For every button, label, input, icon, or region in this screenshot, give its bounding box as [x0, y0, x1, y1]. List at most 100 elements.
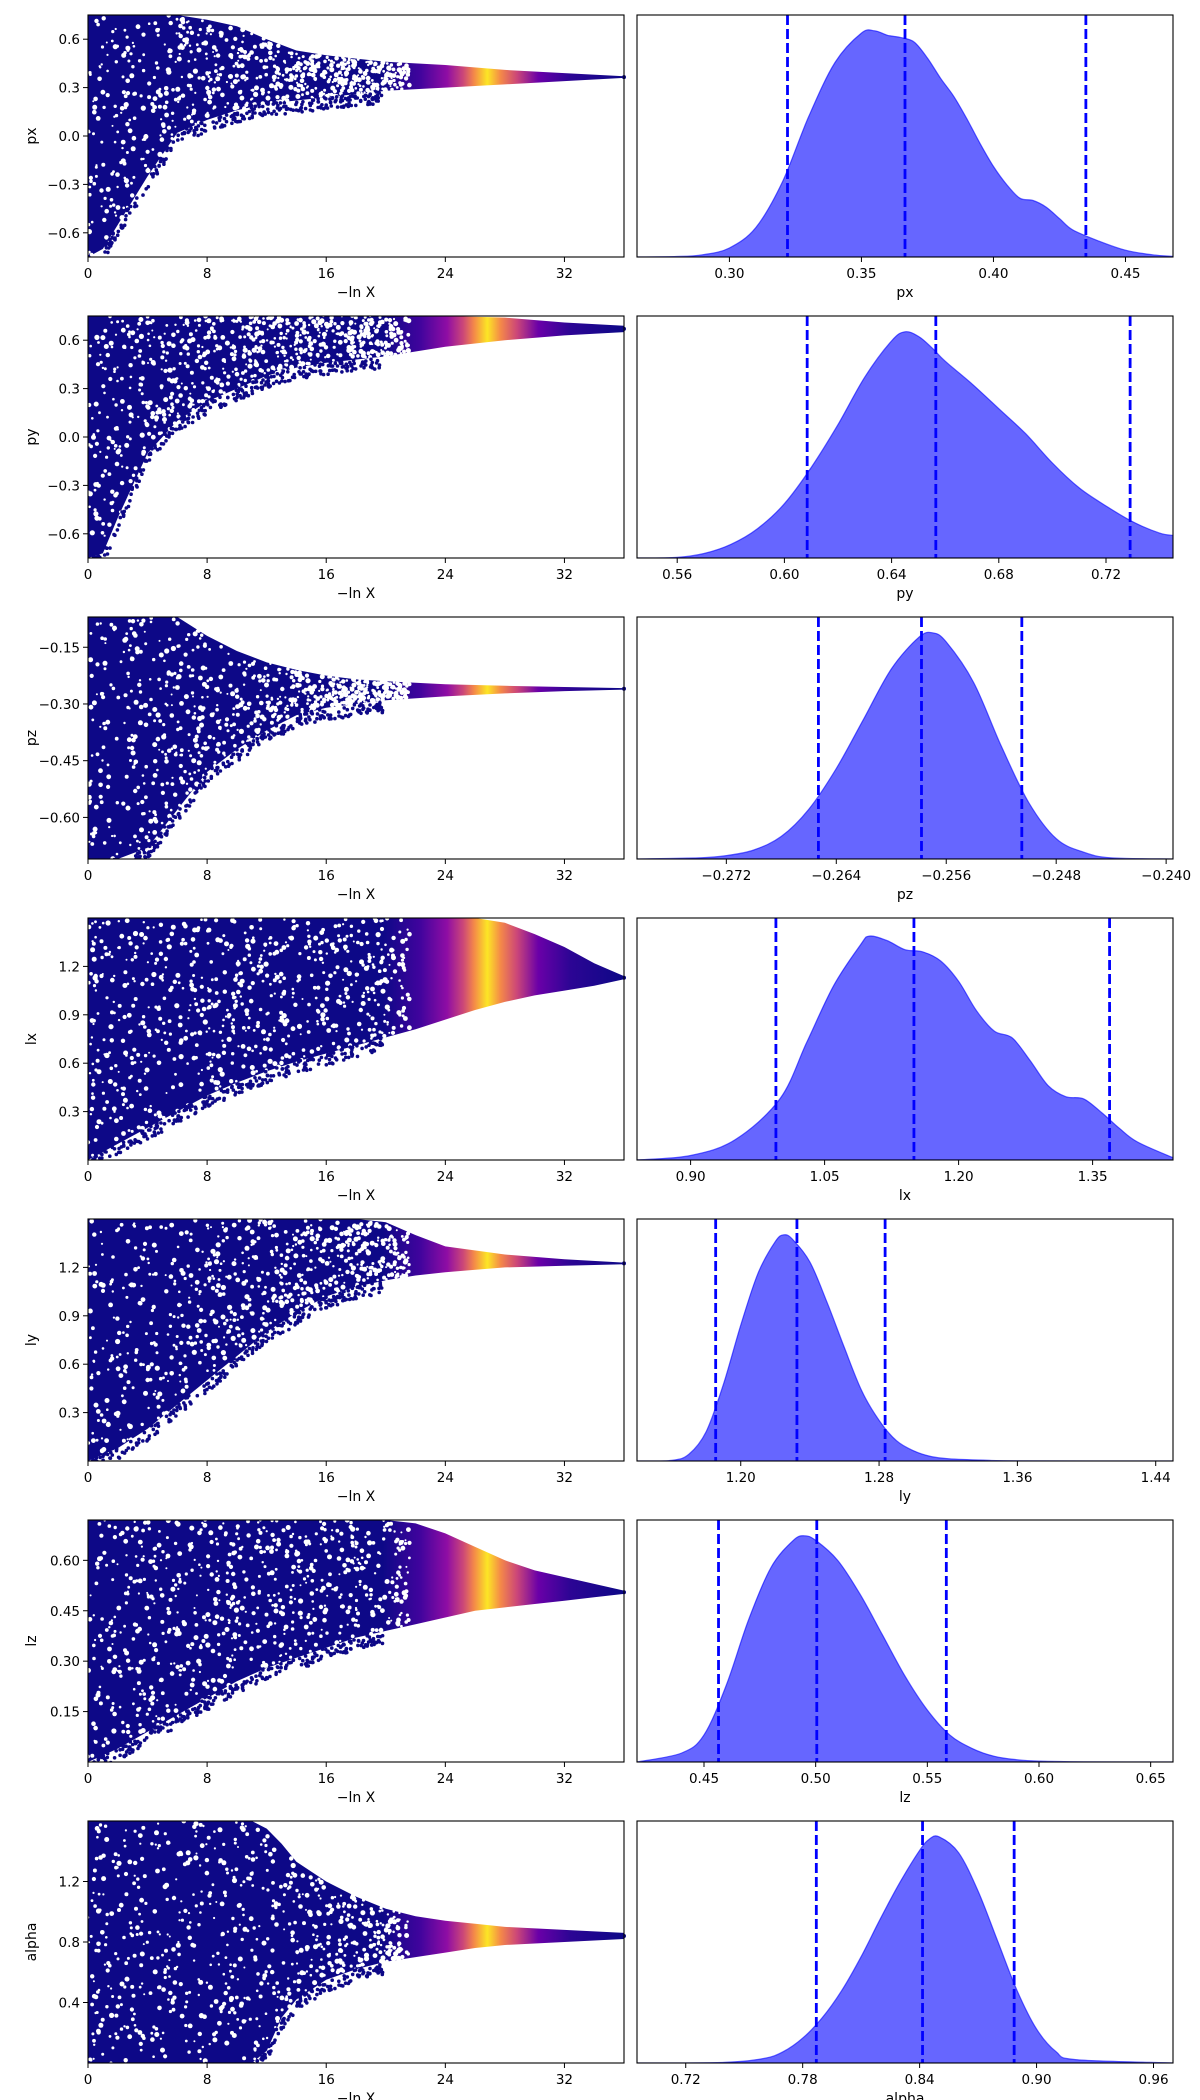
axes-frame — [87, 616, 625, 860]
scatter-points-px — [88, 15, 624, 257]
y-axis-label: py — [24, 428, 40, 445]
y-tick-label: 0.8 — [59, 1935, 80, 1951]
y-tick-label: −0.6 — [47, 226, 80, 242]
x-tick-label: 0 — [84, 1771, 93, 1787]
axes-frame — [87, 917, 625, 1161]
axes-frame — [636, 1519, 1174, 1763]
axes-frame — [87, 14, 625, 258]
x-axis-label: −ln X — [337, 887, 376, 903]
x-tick-label: 8 — [203, 567, 212, 583]
x-tick-label: 16 — [318, 567, 335, 583]
x-axis-label: py — [896, 586, 913, 602]
sample-cloud-px — [88, 15, 624, 257]
x-tick-label: 0.30 — [714, 266, 744, 282]
x-tick-label: 0 — [84, 266, 93, 282]
y-axis-label: ly — [24, 1334, 40, 1346]
y-tick-label: −0.6 — [47, 527, 80, 543]
axes-frame — [87, 1519, 625, 1763]
x-tick-label: 32 — [556, 1771, 573, 1787]
x-axis-label: −ln X — [337, 1790, 376, 1806]
y-tick-label: 0.6 — [59, 1357, 80, 1373]
y-axis-label: alpha — [24, 1923, 40, 1962]
x-tick-label: 0.40 — [978, 266, 1008, 282]
x-tick-label: 0 — [84, 868, 93, 884]
x-tick-label: 24 — [437, 1169, 454, 1185]
x-tick-label: 1.20 — [944, 1169, 974, 1185]
y-tick-label: 0.0 — [59, 430, 80, 446]
posterior-panel-lz: 0.45 0.50 0.55 0.60 0.65 lz — [636, 1519, 1174, 1806]
trace-panel-py: −0.6 −0.3 0.0 0.3 0.6 py 0 8 16 24 32 −ln X — [24, 315, 626, 602]
y-tick-label: 1.2 — [59, 1875, 80, 1891]
x-tick-label: −0.272 — [701, 868, 751, 884]
y-tick-label: 0.3 — [59, 1406, 80, 1422]
x-tick-label: 0.60 — [1024, 1771, 1054, 1787]
x-tick-label: 0.65 — [1136, 1771, 1166, 1787]
scatter-points-lx — [88, 918, 624, 1160]
axes-frame — [87, 315, 625, 559]
y-tick-label: −0.3 — [47, 177, 80, 193]
x-axis-label: lx — [899, 1188, 911, 1204]
y-axis-label: lx — [24, 1033, 40, 1045]
posterior-density-lx — [637, 935, 1173, 1160]
sample-cloud-pz — [88, 617, 624, 859]
x-axis-label: pz — [897, 887, 913, 903]
x-tick-label: 0.68 — [984, 567, 1014, 583]
x-axis-label: −ln X — [337, 285, 376, 301]
y-tick-label: 0.6 — [59, 333, 80, 349]
x-tick-label: 8 — [203, 1470, 212, 1486]
posterior-panel-alpha: 0.72 0.78 0.84 0.90 0.96 alpha — [636, 1820, 1174, 2100]
x-tick-label: 24 — [437, 567, 454, 583]
x-tick-label: −0.248 — [1031, 868, 1081, 884]
x-tick-label: 24 — [437, 868, 454, 884]
x-tick-label: 1.05 — [810, 1169, 840, 1185]
x-tick-label: 16 — [318, 1771, 335, 1787]
scatter-points-pz — [88, 617, 624, 859]
x-axis-label: −ln X — [337, 586, 376, 602]
x-tick-label: −0.256 — [921, 868, 971, 884]
axes-frame — [636, 14, 1174, 258]
sample-cloud-ly — [88, 1219, 624, 1461]
x-tick-label: 0.55 — [912, 1771, 942, 1787]
x-tick-label: 0.96 — [1138, 2072, 1168, 2088]
posterior-density-ly — [637, 1234, 1173, 1461]
y-tick-label: 0.0 — [59, 129, 80, 145]
x-tick-label: 0.90 — [676, 1169, 706, 1185]
x-tick-label: 32 — [556, 266, 573, 282]
x-axis-label: −ln X — [337, 1188, 376, 1204]
x-tick-label: 1.20 — [726, 1470, 756, 1486]
x-tick-label: 16 — [318, 1169, 335, 1185]
axes-frame — [636, 917, 1174, 1161]
x-tick-label: 8 — [203, 868, 212, 884]
x-tick-label: 1.44 — [1141, 1470, 1171, 1486]
y-tick-label: 0.6 — [59, 1056, 80, 1072]
sample-cloud-lz — [88, 1520, 624, 1762]
x-tick-label: 24 — [437, 1771, 454, 1787]
x-tick-label: −0.264 — [811, 868, 861, 884]
x-tick-label: −0.240 — [1141, 868, 1191, 884]
y-tick-label: 1.2 — [59, 1260, 80, 1276]
axes-frame — [87, 1820, 625, 2064]
axes-frame — [636, 616, 1174, 860]
posterior-density-alpha — [637, 1835, 1173, 2063]
x-tick-label: 0.35 — [846, 266, 876, 282]
axes-frame — [87, 1218, 625, 1462]
x-tick-label: 32 — [556, 1169, 573, 1185]
y-tick-label: 0.3 — [59, 1105, 80, 1121]
trace-panel-px: −0.6 −0.3 0.0 0.3 0.6 px 0 8 16 24 32 −ln X — [24, 14, 626, 301]
y-tick-label: 0.4 — [59, 1996, 80, 2012]
x-tick-label: 0.72 — [1091, 567, 1121, 583]
posterior-density-pz — [637, 631, 1173, 859]
scatter-points-alpha — [88, 1821, 624, 2063]
y-tick-label: 0.9 — [59, 1008, 80, 1024]
posterior-panel-pz: −0.272 −0.264 −0.256 −0.248 −0.240 pz — [636, 616, 1191, 903]
y-tick-label: −0.45 — [39, 754, 80, 770]
y-tick-label: 0.6 — [59, 32, 80, 48]
x-tick-label: 0.78 — [788, 2072, 818, 2088]
y-axis-label: lz — [24, 1635, 40, 1646]
y-tick-label: 0.3 — [59, 382, 80, 398]
y-tick-label: 0.15 — [50, 1705, 80, 1721]
x-tick-label: 24 — [437, 266, 454, 282]
trace-panel-lz: 0.15 0.30 0.45 0.60 lz 0 8 16 24 32 −ln X — [24, 1519, 626, 1806]
posterior-panel-ly: 1.20 1.28 1.36 1.44 ly — [636, 1218, 1174, 1505]
